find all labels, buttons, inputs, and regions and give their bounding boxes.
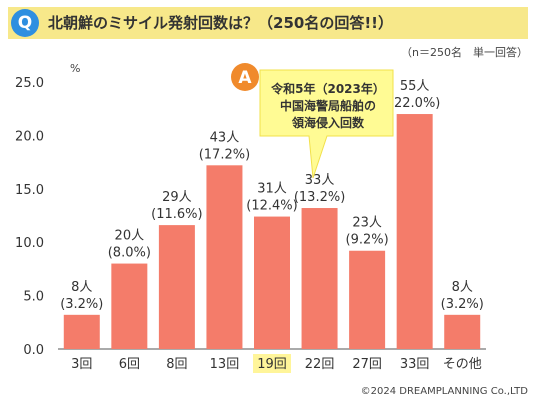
callout-bubble (259, 69, 394, 179)
question-badge-icon: Q (11, 9, 39, 37)
data-label-percent: (11.6%) (151, 207, 202, 222)
bar (254, 216, 290, 349)
highlight-label-background (253, 354, 291, 373)
x-tick-label: 13回 (210, 357, 240, 372)
data-label-percent: (9.2%) (346, 233, 389, 248)
data-label-percent: (3.2%) (60, 297, 103, 312)
data-label-percent: (12.4%) (246, 199, 297, 214)
x-tick-label: 19回 (257, 357, 287, 372)
x-tick-label: その他 (443, 357, 482, 372)
data-label-count: 23人 (352, 216, 382, 231)
x-tick-label: 33回 (400, 357, 430, 372)
bar (301, 208, 338, 349)
data-label-percent: (22.0%) (389, 96, 440, 111)
sample-note: （n＝250名 単一回答） (401, 45, 528, 59)
bar (396, 114, 433, 349)
callout-line-3: 領海侵入回数 (291, 115, 365, 130)
y-tick-label: 10.0 (15, 236, 44, 251)
data-label-count: 20人 (115, 229, 145, 244)
bar (444, 314, 481, 349)
data-label-count: 43人 (210, 130, 240, 145)
copyright: ©2024 DREAMPLANNING Co.,LTD (361, 386, 529, 397)
data-label-percent: (8.0%) (108, 246, 151, 261)
data-label-percent: (13.2%) (294, 190, 345, 205)
y-tick-label: 20.0 (15, 129, 44, 144)
y-tick-label: 25.0 (15, 76, 44, 91)
callout: A 令和5年（2023年） 中国海警局船舶の 領海侵入回数 (231, 63, 394, 179)
title-bar: Q 北朝鮮のミサイル発射回数は？（250名の回答!!） (8, 7, 528, 39)
x-tick-label: 3回 (71, 357, 92, 372)
data-label-count: 55人 (400, 79, 430, 94)
data-label-percent: (17.2%) (199, 147, 250, 162)
answer-badge-icon (231, 63, 259, 91)
callout-line-2: 中国海警局船舶の (280, 98, 376, 113)
data-label-count: 8人 (71, 280, 92, 295)
x-tick-label: 6回 (119, 357, 140, 372)
x-tick-label: 27回 (352, 357, 382, 372)
x-tick-label: 22回 (305, 357, 335, 372)
answer-badge-letter: A (238, 68, 252, 88)
data-label-count: 8人 (452, 280, 473, 295)
bar (158, 225, 195, 349)
data-label-count: 29人 (162, 190, 192, 205)
y-tick-label: 15.0 (15, 183, 44, 198)
y-axis-unit: % (70, 62, 80, 75)
data-label-percent: (3.2%) (441, 297, 484, 312)
bar (63, 314, 100, 349)
bar (111, 263, 148, 349)
x-tick-label: 8回 (166, 357, 187, 372)
page-title: 北朝鮮のミサイル発射回数は？（250名の回答!!） (48, 14, 393, 32)
bar (206, 165, 243, 349)
data-label-count: 31人 (257, 182, 287, 197)
callout-line-1: 令和5年（2023年） (270, 81, 385, 96)
data-label-count: 33人 (305, 173, 335, 188)
bar (349, 250, 386, 349)
y-tick-label: 5.0 (23, 290, 44, 305)
y-tick-label: 0.0 (23, 343, 44, 358)
